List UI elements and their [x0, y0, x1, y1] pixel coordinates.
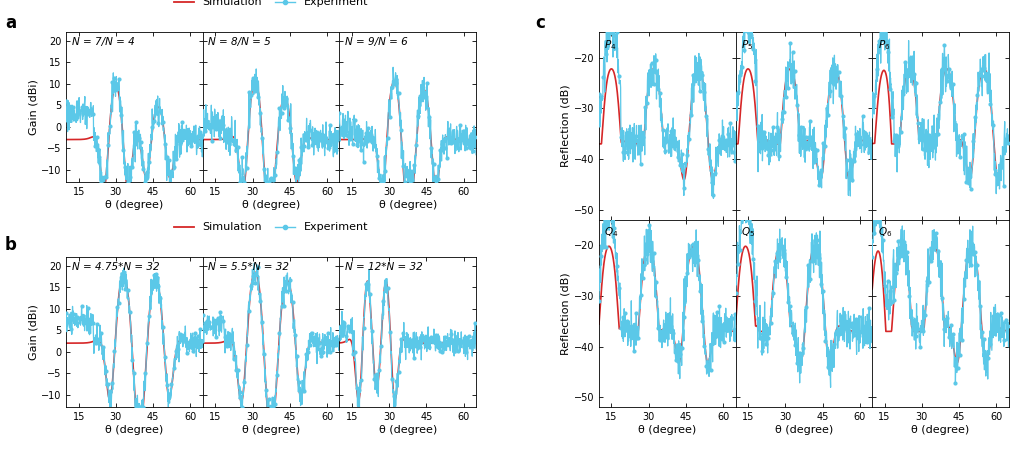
Legend: Simulation, Experiment: Simulation, Experiment — [169, 218, 373, 237]
X-axis label: θ (degree): θ (degree) — [105, 425, 164, 435]
Text: N = 5.5*N = 32: N = 5.5*N = 32 — [208, 262, 289, 272]
Text: $Q_5$: $Q_5$ — [741, 225, 755, 239]
X-axis label: θ (degree): θ (degree) — [105, 200, 164, 210]
Text: b: b — [5, 236, 17, 254]
Y-axis label: Reflection (dB): Reflection (dB) — [560, 272, 571, 355]
Y-axis label: Gain (dBi): Gain (dBi) — [29, 305, 39, 360]
Legend: Simulation, Experiment: Simulation, Experiment — [169, 0, 373, 12]
X-axis label: θ (degree): θ (degree) — [638, 425, 696, 435]
Text: N = 4.75*N = 32: N = 4.75*N = 32 — [71, 262, 159, 272]
Text: N = 8/N = 5: N = 8/N = 5 — [208, 37, 271, 47]
X-axis label: θ (degree): θ (degree) — [379, 425, 437, 435]
X-axis label: θ (degree): θ (degree) — [379, 200, 437, 210]
Text: N = 12*N = 32: N = 12*N = 32 — [344, 262, 423, 272]
X-axis label: θ (degree): θ (degree) — [243, 200, 301, 210]
Text: $Q_4$: $Q_4$ — [604, 225, 619, 239]
Text: $P_5$: $P_5$ — [741, 38, 753, 52]
Y-axis label: Reflection (dB): Reflection (dB) — [560, 85, 571, 168]
Text: $P_6$: $P_6$ — [877, 38, 890, 52]
Text: $P_4$: $P_4$ — [604, 38, 616, 52]
X-axis label: θ (degree): θ (degree) — [911, 425, 970, 435]
Text: c: c — [535, 14, 545, 32]
X-axis label: θ (degree): θ (degree) — [774, 425, 833, 435]
Text: $Q_6$: $Q_6$ — [877, 225, 892, 239]
X-axis label: θ (degree): θ (degree) — [243, 425, 301, 435]
Text: N = 7/N = 4: N = 7/N = 4 — [71, 37, 135, 47]
Text: N = 9/N = 6: N = 9/N = 6 — [344, 37, 408, 47]
Y-axis label: Gain (dBi): Gain (dBi) — [29, 80, 39, 135]
Text: a: a — [5, 14, 16, 32]
